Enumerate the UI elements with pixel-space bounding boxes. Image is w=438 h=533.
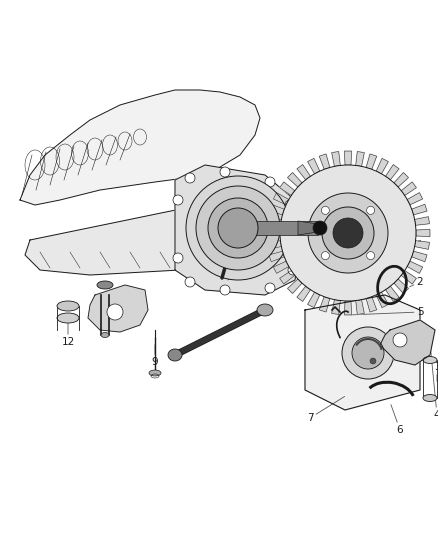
Polygon shape	[415, 217, 430, 225]
Circle shape	[208, 198, 268, 258]
Polygon shape	[297, 286, 311, 301]
Circle shape	[185, 173, 195, 183]
Ellipse shape	[101, 333, 109, 337]
Circle shape	[367, 252, 374, 260]
Polygon shape	[380, 320, 435, 365]
Circle shape	[218, 208, 258, 248]
Polygon shape	[366, 297, 377, 312]
Polygon shape	[319, 154, 330, 169]
Polygon shape	[407, 192, 423, 205]
Polygon shape	[366, 154, 377, 169]
Polygon shape	[332, 151, 340, 166]
Text: 3: 3	[434, 362, 438, 381]
Circle shape	[173, 253, 183, 263]
Text: 10: 10	[228, 265, 242, 280]
Polygon shape	[25, 205, 225, 275]
Text: 8: 8	[342, 353, 359, 363]
Polygon shape	[267, 217, 281, 225]
Ellipse shape	[57, 313, 79, 323]
Polygon shape	[356, 151, 364, 166]
Circle shape	[226, 246, 234, 254]
Circle shape	[370, 358, 376, 364]
Circle shape	[107, 304, 123, 320]
Polygon shape	[376, 158, 389, 174]
Polygon shape	[394, 279, 408, 294]
Text: 6: 6	[391, 405, 403, 435]
Circle shape	[333, 218, 363, 248]
Polygon shape	[407, 261, 423, 273]
Circle shape	[322, 207, 374, 259]
Polygon shape	[269, 204, 284, 215]
Circle shape	[196, 186, 280, 270]
Polygon shape	[266, 230, 280, 237]
Polygon shape	[269, 251, 284, 262]
Polygon shape	[305, 295, 420, 410]
Polygon shape	[175, 165, 300, 295]
Text: 2: 2	[410, 277, 423, 287]
Polygon shape	[416, 230, 430, 237]
Polygon shape	[344, 301, 352, 315]
Circle shape	[185, 277, 195, 287]
Circle shape	[321, 252, 329, 260]
Polygon shape	[332, 300, 340, 314]
Polygon shape	[279, 271, 295, 284]
Polygon shape	[412, 204, 427, 215]
Circle shape	[173, 195, 183, 205]
Polygon shape	[273, 192, 289, 205]
Polygon shape	[307, 292, 320, 308]
Text: 1: 1	[378, 240, 423, 250]
Circle shape	[308, 193, 388, 273]
Circle shape	[265, 177, 275, 187]
Polygon shape	[401, 271, 417, 284]
Circle shape	[321, 206, 329, 214]
Polygon shape	[344, 151, 352, 165]
Circle shape	[367, 206, 374, 214]
Circle shape	[186, 176, 290, 280]
Polygon shape	[376, 292, 389, 308]
Ellipse shape	[423, 357, 437, 364]
Ellipse shape	[257, 304, 273, 316]
Text: 11: 11	[100, 298, 113, 323]
Polygon shape	[394, 173, 408, 187]
Bar	[238, 221, 318, 235]
Text: 5: 5	[351, 307, 423, 317]
Circle shape	[313, 221, 327, 235]
Ellipse shape	[149, 370, 161, 376]
Polygon shape	[412, 251, 427, 262]
Polygon shape	[385, 165, 399, 180]
Ellipse shape	[423, 394, 437, 401]
Polygon shape	[297, 165, 311, 180]
Polygon shape	[401, 182, 417, 196]
Circle shape	[265, 283, 275, 293]
Polygon shape	[273, 261, 289, 273]
Polygon shape	[279, 182, 295, 196]
Ellipse shape	[57, 301, 79, 311]
Circle shape	[285, 200, 295, 210]
Circle shape	[393, 333, 407, 347]
Polygon shape	[20, 90, 260, 205]
Polygon shape	[307, 158, 320, 174]
Text: 4: 4	[430, 346, 438, 420]
Ellipse shape	[97, 281, 113, 289]
Polygon shape	[298, 221, 318, 235]
Text: 12: 12	[61, 318, 74, 347]
Polygon shape	[415, 241, 430, 249]
Polygon shape	[288, 279, 302, 294]
Circle shape	[342, 327, 394, 379]
Circle shape	[220, 285, 230, 295]
Polygon shape	[356, 300, 364, 314]
Circle shape	[280, 165, 416, 301]
Polygon shape	[319, 297, 330, 312]
Polygon shape	[88, 285, 148, 332]
Circle shape	[220, 167, 230, 177]
Circle shape	[352, 337, 384, 369]
Text: 9: 9	[152, 345, 158, 367]
Ellipse shape	[168, 349, 182, 361]
Text: 7: 7	[307, 397, 345, 423]
Circle shape	[288, 265, 298, 275]
Polygon shape	[385, 286, 399, 301]
Circle shape	[291, 235, 301, 245]
Polygon shape	[267, 241, 281, 249]
Polygon shape	[288, 173, 302, 187]
